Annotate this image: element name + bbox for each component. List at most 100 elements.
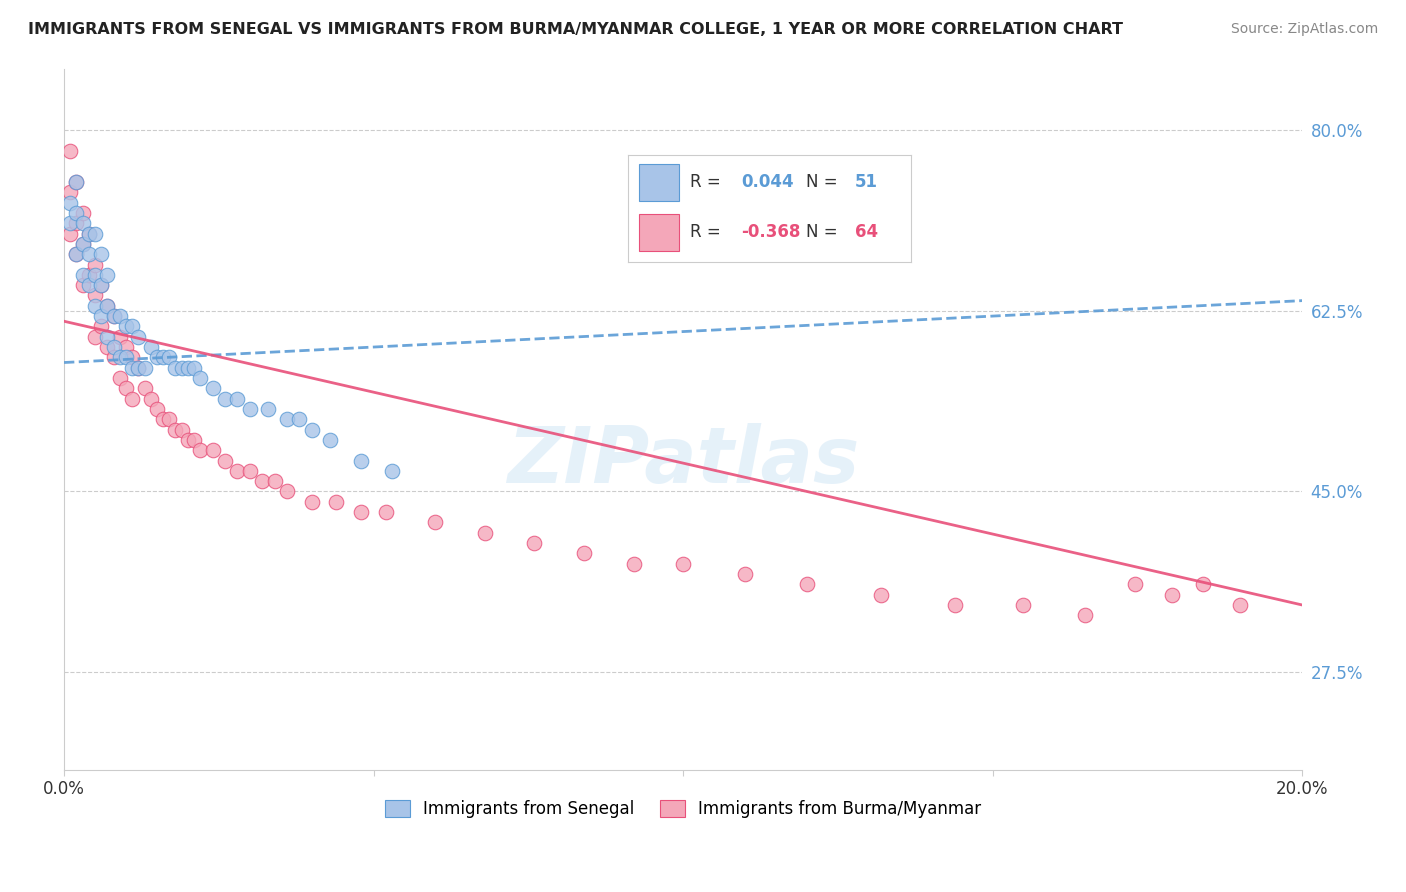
- Point: [301, 423, 323, 437]
- Point: [870, 588, 893, 602]
- Point: [65, 206, 87, 220]
- Point: [572, 546, 595, 560]
- Point: [121, 319, 143, 334]
- Point: [1074, 608, 1097, 623]
- Point: [77, 247, 100, 261]
- Point: [250, 474, 273, 488]
- Point: [59, 144, 82, 158]
- Point: [796, 577, 818, 591]
- Point: [77, 227, 100, 241]
- Text: N =: N =: [807, 173, 844, 191]
- Text: IMMIGRANTS FROM SENEGAL VS IMMIGRANTS FROM BURMA/MYANMAR COLLEGE, 1 YEAR OR MORE: IMMIGRANTS FROM SENEGAL VS IMMIGRANTS FR…: [28, 22, 1123, 37]
- Point: [1192, 577, 1215, 591]
- Legend: Immigrants from Senegal, Immigrants from Burma/Myanmar: Immigrants from Senegal, Immigrants from…: [378, 793, 988, 825]
- Point: [239, 464, 262, 478]
- Point: [108, 309, 131, 323]
- Point: [319, 433, 342, 447]
- Point: [115, 381, 138, 395]
- Point: [90, 319, 112, 334]
- FancyBboxPatch shape: [640, 163, 679, 201]
- Text: Source: ZipAtlas.com: Source: ZipAtlas.com: [1230, 22, 1378, 37]
- Point: [374, 505, 396, 519]
- Point: [170, 360, 193, 375]
- Text: 64: 64: [855, 223, 877, 242]
- Point: [121, 360, 143, 375]
- Point: [90, 278, 112, 293]
- Point: [425, 516, 447, 530]
- Point: [77, 227, 100, 241]
- Point: [96, 299, 118, 313]
- Point: [183, 360, 205, 375]
- Point: [84, 330, 107, 344]
- Point: [127, 330, 149, 344]
- Point: [226, 392, 249, 406]
- Point: [96, 268, 118, 282]
- Text: ZIPatlas: ZIPatlas: [508, 424, 859, 500]
- Point: [84, 288, 107, 302]
- Point: [146, 351, 169, 365]
- Point: [1012, 598, 1035, 612]
- Point: [201, 443, 224, 458]
- Point: [65, 175, 87, 189]
- Text: N =: N =: [807, 223, 844, 242]
- Point: [72, 206, 94, 220]
- Point: [474, 525, 496, 540]
- Point: [103, 351, 125, 365]
- Point: [77, 278, 100, 293]
- Point: [103, 340, 125, 354]
- Point: [734, 566, 756, 581]
- Point: [226, 464, 249, 478]
- Point: [115, 351, 138, 365]
- Point: [214, 392, 236, 406]
- Point: [84, 268, 107, 282]
- Point: [165, 360, 187, 375]
- Point: [65, 175, 87, 189]
- Point: [201, 381, 224, 395]
- Point: [214, 453, 236, 467]
- Point: [350, 453, 373, 467]
- Point: [139, 340, 162, 354]
- Point: [72, 278, 94, 293]
- Point: [257, 401, 280, 416]
- Point: [103, 309, 125, 323]
- Text: R =: R =: [690, 223, 727, 242]
- Point: [77, 268, 100, 282]
- Point: [325, 495, 347, 509]
- Point: [170, 423, 193, 437]
- Point: [127, 360, 149, 375]
- FancyBboxPatch shape: [640, 214, 679, 251]
- Point: [96, 340, 118, 354]
- Point: [276, 412, 298, 426]
- Point: [96, 330, 118, 344]
- Point: [72, 236, 94, 251]
- Point: [139, 392, 162, 406]
- Point: [127, 360, 149, 375]
- Point: [146, 401, 169, 416]
- Point: [134, 381, 156, 395]
- Text: 0.044: 0.044: [741, 173, 794, 191]
- Point: [90, 278, 112, 293]
- Point: [65, 216, 87, 230]
- Point: [239, 401, 262, 416]
- Point: [157, 412, 180, 426]
- Text: 51: 51: [855, 173, 877, 191]
- Point: [350, 505, 373, 519]
- Point: [84, 258, 107, 272]
- Point: [59, 195, 82, 210]
- Point: [121, 392, 143, 406]
- Text: -0.368: -0.368: [741, 223, 800, 242]
- Point: [108, 351, 131, 365]
- Point: [59, 186, 82, 200]
- Point: [301, 495, 323, 509]
- Point: [177, 433, 200, 447]
- Point: [65, 247, 87, 261]
- Point: [59, 227, 82, 241]
- Point: [157, 351, 180, 365]
- Point: [263, 474, 285, 488]
- Point: [59, 216, 82, 230]
- Point: [183, 433, 205, 447]
- Point: [115, 340, 138, 354]
- Point: [90, 309, 112, 323]
- Text: R =: R =: [690, 173, 727, 191]
- Point: [84, 299, 107, 313]
